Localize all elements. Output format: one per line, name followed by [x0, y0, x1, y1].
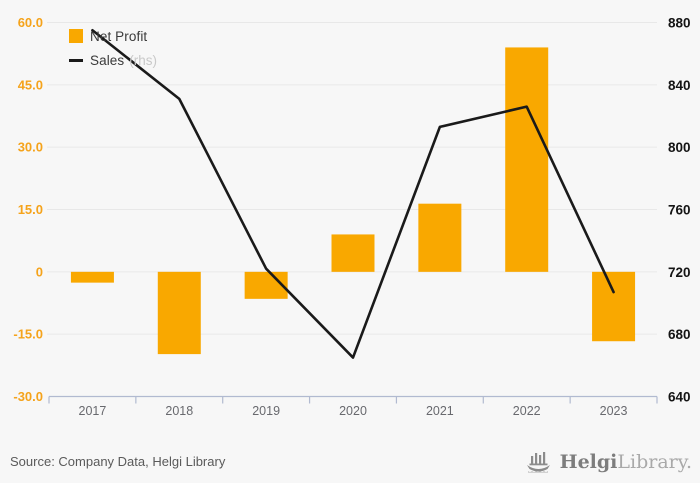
left-axis-label: 60.0: [18, 15, 43, 30]
x-axis-label: 2018: [165, 404, 193, 418]
net-profit-bar-2017: [70, 271, 114, 283]
x-axis-label: 2020: [339, 404, 367, 418]
net-profit-bar-2019: [244, 271, 288, 299]
legend-item-net-profit: Net Profit: [69, 28, 157, 44]
ship-icon: [526, 452, 550, 473]
logo-text-library: Library.: [617, 450, 692, 473]
right-axis-label: 800: [668, 140, 691, 155]
chart-legend: Net Profit Sales (rhs): [69, 28, 157, 76]
logo-text-helgi: Helgi: [559, 450, 618, 473]
legend-label-sales: Sales: [90, 52, 125, 68]
left-axis-label: -30.0: [13, 389, 43, 404]
sales-line-swatch-icon: [69, 58, 83, 62]
x-axis-label: 2022: [513, 404, 541, 418]
net-profit-bar-2020: [331, 234, 375, 272]
right-axis-label: 640: [668, 390, 691, 405]
sales-line: [91, 28, 615, 359]
left-axis-label: 30.0: [18, 140, 43, 155]
net-profit-bar-2021: [418, 203, 462, 272]
legend-item-sales: Sales (rhs): [69, 52, 157, 68]
logo-wordmark: HelgiLibrary.: [559, 450, 692, 473]
right-axis-label: 720: [668, 265, 691, 280]
helgi-library-logo: HelgiLibrary.: [524, 449, 692, 475]
legend-label-sales-rhs-note: (rhs): [129, 52, 158, 68]
net-profit-bar-2018: [157, 271, 201, 355]
net-profit-sales-chart: 60.0 45.0 30.0 15.0 0 -15.0 -30.0 880 840 800 760 7…: [13, 15, 691, 418]
chart-footer: Source: Company Data, Helgi Library Helg…: [0, 439, 700, 483]
right-axis-label: 880: [668, 16, 691, 31]
x-axis-label: 2021: [426, 404, 454, 418]
left-axis-label: -15.0: [13, 327, 43, 342]
right-axis-label: 760: [668, 203, 691, 218]
source-text: Source: Company Data, Helgi Library: [10, 454, 226, 469]
legend-label-net-profit: Net Profit: [90, 28, 148, 44]
left-axis-label: 0: [36, 264, 43, 279]
x-axis-label: 2023: [600, 404, 628, 418]
left-axis-label: 15.0: [18, 202, 43, 217]
right-axis-label: 680: [668, 327, 691, 342]
net-profit-bar-2022: [505, 47, 549, 272]
x-axis-label: 2019: [252, 404, 280, 418]
net-profit-bar-2023: [592, 271, 636, 342]
x-axis-label: 2017: [79, 404, 107, 418]
net-profit-swatch-icon: [69, 29, 83, 43]
right-axis-label: 840: [668, 78, 691, 93]
left-axis-label: 45.0: [18, 77, 43, 92]
